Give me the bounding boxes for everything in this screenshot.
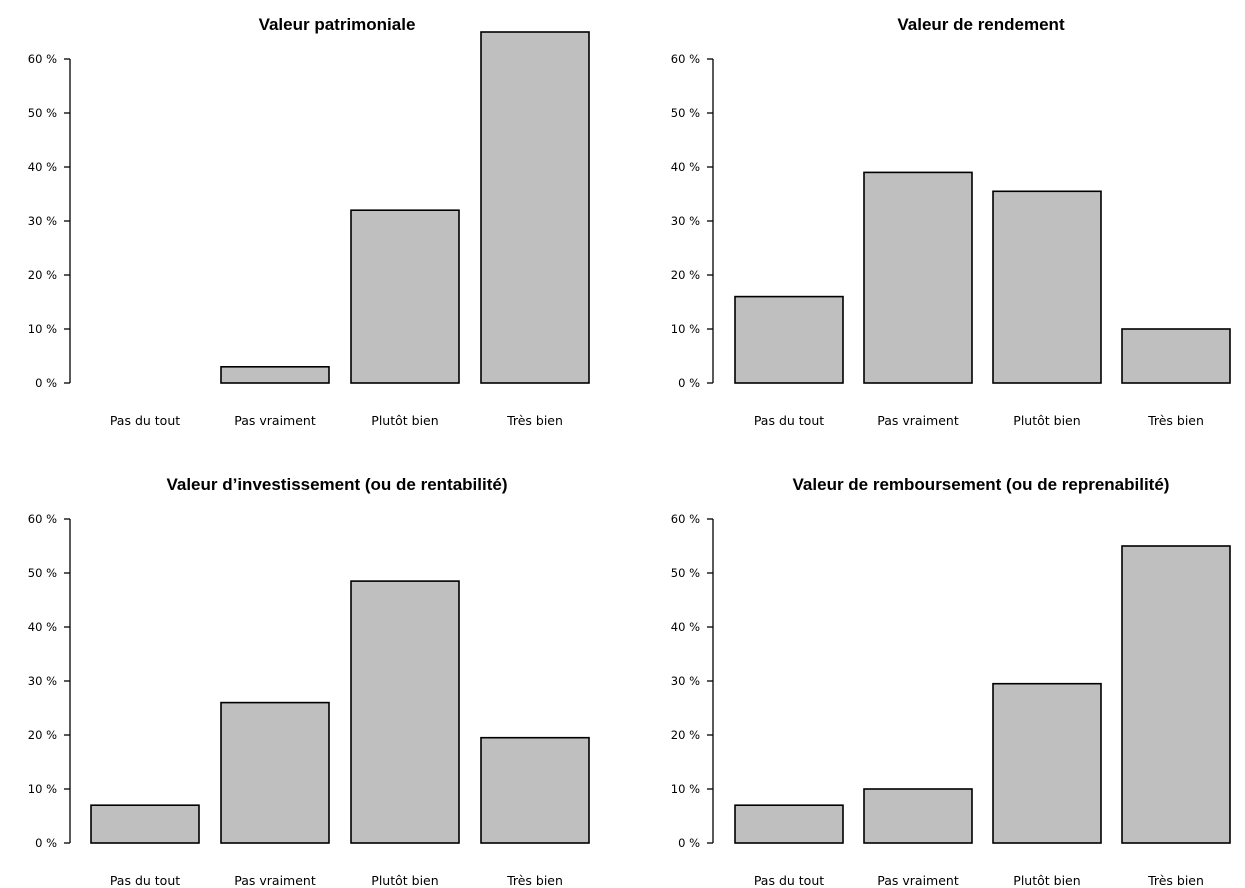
y-tick-label: 10 % [28, 322, 57, 336]
y-tick-label: 40 % [671, 160, 700, 174]
chart-panel-2: Valeur de rendement 0 % 10 % 20 % 30 % 40 % 50… [671, 15, 1231, 428]
y-tick-label: 60 % [28, 52, 57, 66]
bar [734, 804, 844, 844]
x-category-label: Très bien [506, 413, 563, 428]
chart-title: Valeur patrimoniale [259, 15, 416, 34]
x-category-label: Très bien [1147, 873, 1204, 888]
x-category-label: Plutôt bien [1013, 413, 1080, 428]
y-tick-label: 40 % [28, 620, 57, 634]
bar [1121, 545, 1231, 844]
y-tick-label: 20 % [28, 268, 57, 282]
y-tick-label: 20 % [28, 728, 57, 742]
chart-title: Valeur de rendement [897, 15, 1065, 34]
y-tick-label: 60 % [28, 512, 57, 526]
bar [90, 804, 200, 844]
x-category-label: Pas du tout [110, 873, 180, 888]
y-tick-label: 50 % [28, 566, 57, 580]
y-tick-label: 10 % [671, 782, 700, 796]
bar [992, 682, 1102, 844]
y-tick-label: 20 % [671, 268, 700, 282]
bar [1121, 328, 1231, 384]
x-category-label: Pas vraiment [234, 413, 316, 428]
y-tick-label: 30 % [671, 214, 700, 228]
y-tick-label: 0 % [678, 376, 700, 390]
y-tick-label: 50 % [671, 106, 700, 120]
bar [480, 31, 590, 384]
y-tick-label: 0 % [35, 376, 57, 390]
x-category-label: Pas du tout [110, 413, 180, 428]
bar [220, 365, 330, 384]
chart-title: Valeur d’investissement (ou de rentabili… [166, 475, 507, 494]
chart-panel-4: Valeur de remboursement (ou de reprenabi… [671, 475, 1231, 888]
y-tick-label: 60 % [671, 512, 700, 526]
bar [480, 736, 590, 844]
y-tick-label: 60 % [671, 52, 700, 66]
y-tick-label: 30 % [28, 674, 57, 688]
chart-panel-3: Valeur d’investissement (ou de rentabili… [28, 475, 590, 888]
x-category-label: Très bien [506, 873, 563, 888]
y-tick-label: 30 % [28, 214, 57, 228]
x-category-label: Pas du tout [754, 413, 824, 428]
y-tick-label: 20 % [671, 728, 700, 742]
y-tick-label: 40 % [28, 160, 57, 174]
x-category-label: Plutôt bien [371, 413, 438, 428]
x-category-label: Pas vraiment [877, 873, 959, 888]
bar [863, 171, 973, 384]
x-category-label: Pas vraiment [877, 413, 959, 428]
y-tick-label: 10 % [671, 322, 700, 336]
bar [350, 580, 460, 844]
bar [992, 190, 1102, 384]
y-tick-label: 40 % [671, 620, 700, 634]
y-tick-label: 10 % [28, 782, 57, 796]
bar [863, 788, 973, 844]
y-tick-label: 50 % [671, 566, 700, 580]
y-tick-label: 0 % [35, 836, 57, 850]
y-tick-label: 50 % [28, 106, 57, 120]
y-tick-label: 30 % [671, 674, 700, 688]
x-category-label: Plutôt bien [1013, 873, 1080, 888]
chart-title: Valeur de remboursement (ou de reprenabi… [793, 475, 1170, 494]
bar [220, 701, 330, 844]
y-tick-label: 0 % [678, 836, 700, 850]
x-category-label: Pas vraiment [234, 873, 316, 888]
x-category-label: Très bien [1147, 413, 1204, 428]
x-category-label: Pas du tout [754, 873, 824, 888]
chart-panel-1: Valeur patrimoniale 0 % 10 % 20 % 30 % 40 % 50… [28, 15, 590, 428]
bar [350, 209, 460, 384]
bar [734, 295, 844, 384]
x-category-label: Plutôt bien [371, 873, 438, 888]
